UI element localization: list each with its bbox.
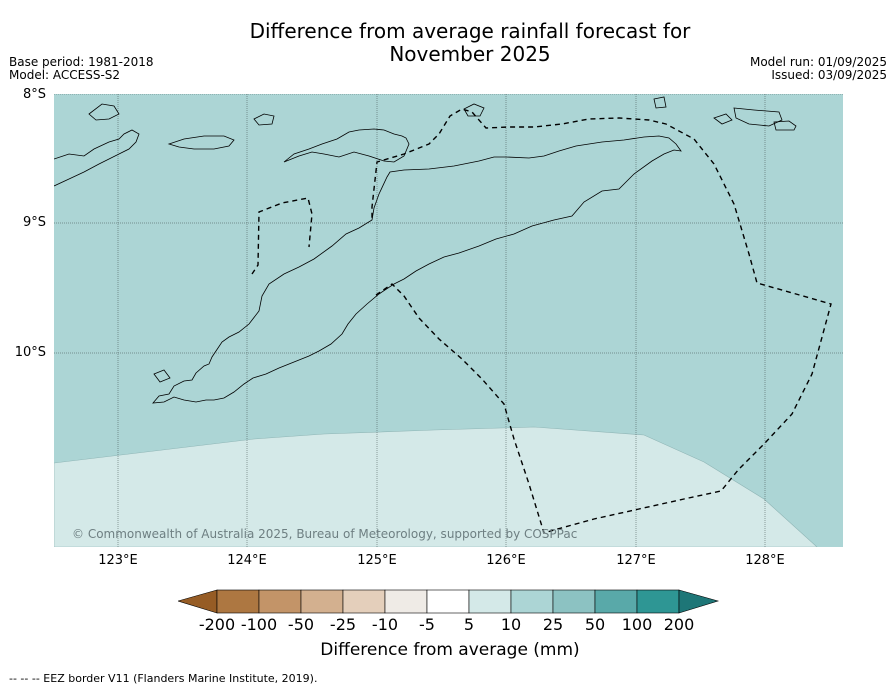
colorbar-tick: 200	[663, 615, 695, 634]
eez-border	[251, 108, 832, 534]
colorbar-low-extension	[178, 589, 218, 614]
colorbar-segment-11	[636, 589, 680, 614]
lon-label-125e: 125°E	[357, 553, 397, 568]
title-line-2: November 2025	[389, 42, 551, 66]
lat-label-9s: 9°S	[22, 215, 46, 230]
wetar-coastline	[283, 128, 410, 163]
colorbar-tick: -100	[240, 615, 278, 634]
islet-north-7	[773, 120, 797, 131]
graticule	[54, 94, 843, 547]
model-name: Model: ACCESS-S2	[9, 68, 121, 82]
coastlines	[54, 96, 797, 404]
colorbar-tick: 50	[584, 615, 606, 634]
colorbar-segment-4	[342, 589, 386, 614]
title-line-1: Difference from average rainfall forecas…	[249, 19, 691, 43]
colorbar-segment-8	[510, 589, 554, 614]
rainfall-map	[54, 94, 843, 547]
lon-label-128e: 128°E	[745, 553, 785, 568]
timor-coastline	[152, 135, 682, 404]
colorbar-tick: -200	[198, 615, 236, 634]
lat-label-8s: 8°S	[22, 87, 46, 102]
colorbar-segment-10	[594, 589, 638, 614]
model-run: Model run: 01/09/2025	[749, 55, 887, 69]
islet-north-4	[653, 96, 667, 109]
lat-label-10s: 10°S	[14, 345, 46, 360]
map-title: Difference from average rainfall forecas…	[170, 20, 770, 66]
islet-north-6	[713, 113, 733, 125]
meta-left: Base period: 1981-2018 Model: ACCESS-S2	[9, 56, 154, 82]
colorbar-segment-6	[426, 589, 470, 614]
eez-legend-note: -- -- -- EEZ border V11 (Flanders Marine…	[9, 672, 318, 685]
issued-date: Issued: 03/09/2025	[771, 68, 887, 82]
colorbar-segment-7	[468, 589, 512, 614]
colorbar-tick: -25	[329, 615, 357, 634]
islet-southwest	[153, 369, 171, 383]
islet-north-1	[88, 103, 120, 121]
colorbar-tick: -10	[371, 615, 399, 634]
meta-right: Model run: 01/09/2025 Issued: 03/09/2025	[750, 56, 887, 82]
colorbar-segment-1	[216, 589, 260, 614]
copyright-notice: © Commonwealth of Australia 2025, Bureau…	[72, 527, 578, 541]
colorbar-tick: -5	[419, 615, 435, 634]
islet-north-3	[463, 103, 485, 117]
colorbar-tick: 5	[463, 615, 475, 634]
alor-coastline	[167, 135, 235, 150]
lon-label-124e: 124°E	[227, 553, 267, 568]
base-period: Base period: 1981-2018	[9, 55, 154, 69]
islet-north-2	[253, 113, 275, 126]
colorbar-segment-9	[552, 589, 596, 614]
colorbar	[178, 589, 720, 614]
lon-label-126e: 126°E	[486, 553, 526, 568]
lon-label-127e: 127°E	[616, 553, 656, 568]
flores-coastline	[54, 129, 140, 187]
colorbar-segment-3	[300, 589, 344, 614]
colorbar-high-extension	[678, 589, 720, 614]
colorbar-tick: 100	[621, 615, 653, 634]
colorbar-tick: 10	[500, 615, 522, 634]
lon-label-123e: 123°E	[98, 553, 138, 568]
colorbar-segment-2	[258, 589, 302, 614]
colorbar-tick: 25	[542, 615, 564, 634]
south-forecast-band	[54, 426, 818, 547]
islet-north-5	[733, 107, 783, 127]
colorbar-title: Difference from average (mm)	[320, 640, 580, 660]
colorbar-segment-5	[384, 589, 428, 614]
colorbar-tick: -50	[287, 615, 315, 634]
